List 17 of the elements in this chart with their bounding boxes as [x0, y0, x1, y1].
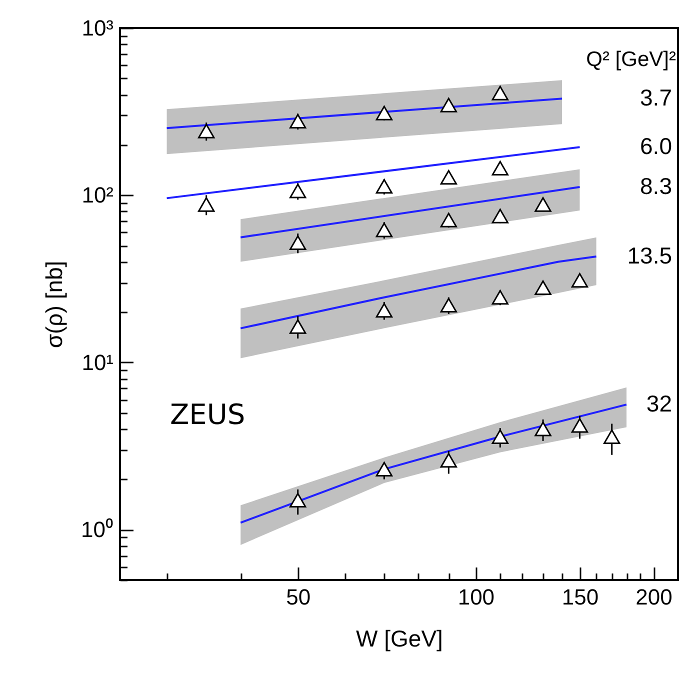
series-label: 32 — [646, 390, 672, 417]
annotation: ZEUS — [170, 398, 246, 431]
y-tick-label: 10² — [82, 182, 114, 208]
text: 3.7 — [640, 84, 672, 111]
y-tick-label: 10¹ — [82, 350, 114, 375]
x-tick-label: 200 — [636, 584, 672, 610]
series-label: 13.5 — [627, 242, 672, 269]
y-tick-label: 10³ — [82, 16, 114, 40]
x-tick-label: 50 — [286, 584, 311, 610]
x-tick-label: 100 — [458, 584, 495, 610]
y-tick-label: 10⁰ — [81, 517, 114, 542]
x-axis-title: W [GeV] — [356, 626, 443, 652]
legend-title: Q² [GeV]² — [586, 48, 676, 71]
text: 6.0 — [640, 133, 672, 160]
y-axis-title: σ(ρ) [nb] — [41, 260, 68, 348]
x-tick-label: 150 — [562, 584, 599, 610]
text: 8.3 — [640, 172, 672, 199]
